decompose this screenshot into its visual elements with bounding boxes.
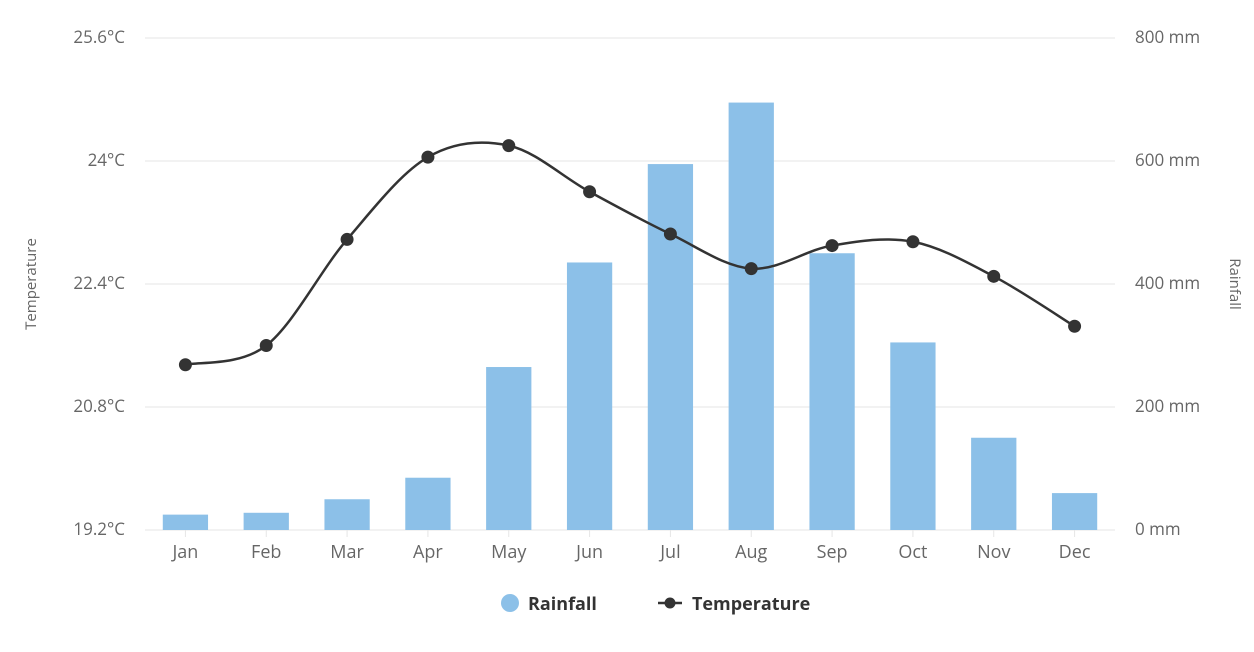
y-left-tick-label: 19.2°C bbox=[73, 517, 125, 540]
temperature-marker bbox=[503, 140, 515, 152]
x-tick-label: Jul bbox=[658, 540, 680, 564]
x-tick-label: Jan bbox=[170, 540, 198, 564]
temperature-marker bbox=[341, 233, 353, 245]
y-left-tick-label: 25.6°C bbox=[73, 25, 125, 48]
x-tick-label: Dec bbox=[1059, 540, 1091, 564]
legend-label-rainfall: Rainfall bbox=[528, 592, 597, 616]
y-left-axis-title: Temperature bbox=[21, 238, 41, 330]
y-left-tick-label: 22.4°C bbox=[73, 271, 125, 294]
x-tick-label: Nov bbox=[977, 540, 1010, 564]
chart-svg: 19.2°C 20.8°C 22.4°C 24°C 25.6°C 0 mm 200 mm 40… bbox=[0, 0, 1254, 652]
y-right-tick-label: 0 mm bbox=[1135, 517, 1181, 540]
y-right-tick-label: 800 mm bbox=[1135, 25, 1200, 48]
y-right-tick-label: 200 mm bbox=[1135, 394, 1200, 417]
x-tick-label: May bbox=[491, 540, 527, 564]
legend-label-temperature: Temperature bbox=[692, 592, 810, 616]
rainfall-bar bbox=[1052, 493, 1097, 530]
temperature-marker bbox=[1069, 320, 1081, 332]
temperature-marker bbox=[745, 263, 757, 275]
legend-swatch-rainfall bbox=[501, 594, 519, 612]
y-left-tick-label: 20.8°C bbox=[73, 394, 125, 417]
temperature-line bbox=[185, 143, 1074, 365]
x-tick-label: Feb bbox=[251, 540, 281, 564]
rainfall-bar bbox=[729, 103, 774, 530]
x-tick-label: Sep bbox=[817, 540, 848, 564]
temperature-marker bbox=[988, 270, 1000, 282]
temperature-marker bbox=[907, 236, 919, 248]
temperature-marker bbox=[179, 359, 191, 371]
temperature-marker bbox=[422, 151, 434, 163]
x-tick-label: Jun bbox=[574, 540, 603, 564]
x-tick-label: Oct bbox=[898, 540, 927, 564]
rainfall-bar bbox=[163, 515, 208, 530]
y-left-tick-label: 24°C bbox=[88, 148, 126, 171]
y-right-tick-label: 400 mm bbox=[1135, 271, 1200, 294]
temperature-marker bbox=[584, 186, 596, 198]
rainfall-bar bbox=[809, 253, 854, 530]
x-tick-label: Aug bbox=[735, 540, 767, 564]
rainfall-bar bbox=[486, 367, 531, 530]
x-tick-label: Mar bbox=[330, 540, 364, 564]
legend-swatch-temperature-dot bbox=[665, 598, 676, 609]
temperature-marker bbox=[664, 228, 676, 240]
rainfall-bar bbox=[971, 438, 1016, 530]
rainfall-bar bbox=[405, 478, 450, 530]
temperature-marker bbox=[260, 340, 272, 352]
rainfall-bar bbox=[324, 499, 369, 530]
temperature-marker bbox=[826, 240, 838, 252]
x-tick-label: Apr bbox=[413, 540, 443, 564]
rainfall-bar bbox=[648, 164, 693, 530]
rainfall-bar bbox=[890, 342, 935, 530]
y-right-tick-label: 600 mm bbox=[1135, 148, 1200, 171]
climate-chart: 19.2°C 20.8°C 22.4°C 24°C 25.6°C 0 mm 200 mm 40… bbox=[0, 0, 1254, 652]
y-right-axis-title: Rainfall bbox=[1225, 258, 1245, 310]
rainfall-bar bbox=[244, 513, 289, 530]
rainfall-bar bbox=[567, 262, 612, 530]
